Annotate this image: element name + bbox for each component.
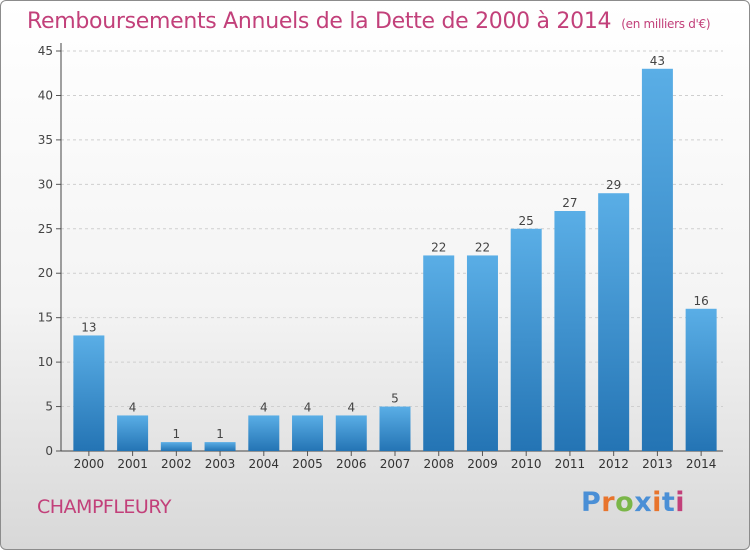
x-tick-label: 2002: [161, 457, 192, 471]
chart-unit: (en milliers d'€): [621, 17, 711, 31]
y-tick-label: 40: [38, 88, 53, 102]
data-label: 22: [475, 240, 490, 254]
bar: [248, 415, 280, 451]
x-tick-label: 2012: [598, 457, 629, 471]
x-tick-label: 2009: [467, 457, 498, 471]
x-tick-label: 2001: [117, 457, 148, 471]
data-label: 25: [519, 214, 534, 228]
logo-letter: t: [661, 487, 676, 518]
bar: [554, 211, 586, 451]
bar: [423, 255, 455, 451]
data-label: 29: [606, 178, 621, 192]
bar: [117, 415, 149, 451]
bar: [466, 255, 498, 451]
bar: [335, 415, 367, 451]
data-label: 1: [216, 427, 224, 441]
data-label: 4: [260, 400, 268, 414]
y-tick-label: 20: [38, 266, 53, 280]
bar: [379, 406, 411, 451]
logo-letter: i: [652, 487, 662, 518]
data-label: 27: [562, 196, 577, 210]
x-tick-label: 2011: [555, 457, 586, 471]
y-tick-label: 45: [38, 44, 53, 58]
bar: [204, 442, 236, 451]
chart-title: Remboursements Annuels de la Dette de 20…: [27, 9, 711, 34]
bar: [598, 193, 630, 451]
logo-letter: i: [675, 487, 686, 518]
chart-title-text: Remboursements Annuels de la Dette de 20…: [27, 9, 612, 34]
logo-letter: o: [615, 487, 635, 518]
data-label: 1: [173, 427, 181, 441]
data-label: 4: [347, 400, 355, 414]
bar: [685, 308, 717, 451]
x-tick-label: 2014: [686, 457, 717, 471]
logo-letter: P: [581, 487, 602, 518]
proxiti-logo: Proxiti: [581, 487, 685, 518]
data-label: 13: [81, 320, 96, 334]
x-tick-label: 2000: [74, 457, 105, 471]
x-tick-label: 2013: [642, 457, 673, 471]
bar: [292, 415, 324, 451]
x-tick-label: 2008: [423, 457, 454, 471]
y-tick-label: 0: [45, 444, 53, 458]
bar: [160, 442, 192, 451]
x-tick-label: 2007: [380, 457, 411, 471]
x-tick-label: 2003: [205, 457, 236, 471]
bar: [73, 335, 105, 451]
logo-letter: r: [601, 487, 616, 518]
logo-letter: x: [634, 487, 653, 518]
data-label: 16: [693, 294, 708, 308]
data-label: 5: [391, 392, 399, 406]
x-tick-label: 2005: [292, 457, 323, 471]
y-tick-label: 25: [38, 222, 53, 236]
y-tick-label: 10: [38, 355, 53, 369]
commune-name: CHAMPFLEURY: [37, 496, 171, 518]
y-tick-label: 35: [38, 133, 53, 147]
x-tick-label: 2010: [511, 457, 542, 471]
y-tick-label: 30: [38, 177, 53, 191]
bar: [641, 68, 673, 452]
data-label: 4: [129, 400, 137, 414]
data-label: 4: [304, 400, 312, 414]
data-label: 22: [431, 240, 446, 254]
x-tick-label: 2004: [249, 457, 280, 471]
y-tick-label: 15: [38, 311, 53, 325]
y-tick-label: 5: [45, 400, 53, 414]
x-tick-label: 2006: [336, 457, 367, 471]
bar: [510, 228, 542, 451]
data-label: 43: [650, 54, 665, 68]
